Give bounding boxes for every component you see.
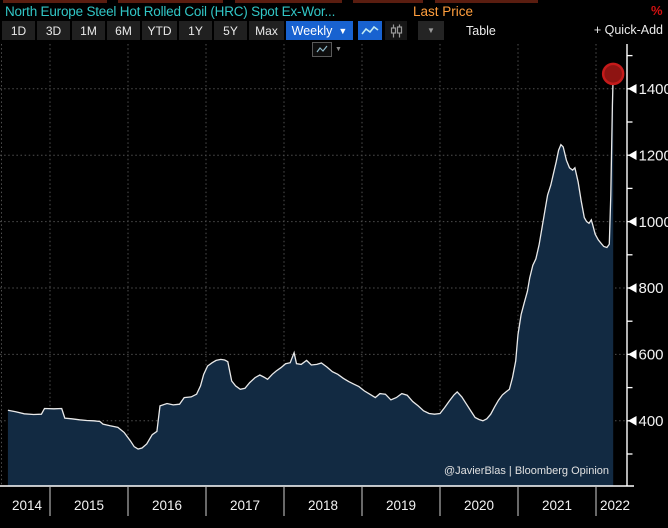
x-axis-label: 2019	[386, 498, 416, 513]
candlestick-type-button[interactable]	[385, 21, 407, 40]
chart-tool-button[interactable]	[312, 42, 332, 57]
window-tab-edge	[118, 0, 223, 3]
mini-line-chart-icon	[316, 45, 328, 53]
range-button-ytd[interactable]: YTD	[142, 21, 177, 40]
last-price-marker[interactable]	[601, 62, 625, 86]
x-axis-label: 2020	[464, 498, 494, 513]
chart-type-dropdown[interactable]: ▼	[418, 21, 444, 40]
y-axis-arrow-icon	[628, 283, 637, 293]
quick-add-button[interactable]: + Quick-Add	[593, 23, 663, 37]
price-line-series	[7, 73, 614, 450]
y-axis-label: 400	[639, 413, 664, 430]
percent-change-icon[interactable]: %	[651, 3, 663, 18]
x-axis-label: 2018	[308, 498, 338, 513]
x-axis-label: 2022	[600, 498, 630, 513]
table-button[interactable]: Table	[466, 23, 496, 38]
frequency-label: Weekly	[291, 23, 333, 38]
range-button-1y[interactable]: 1Y	[179, 21, 212, 40]
window-tab-edge	[435, 0, 538, 3]
y-axis-label: 800	[639, 280, 664, 297]
candlestick-icon	[390, 24, 402, 37]
chevron-down-icon: ▼	[427, 26, 435, 35]
line-chart-icon	[361, 25, 379, 35]
x-axis-label: 2016	[152, 498, 182, 513]
chevron-down-icon: ▼	[338, 25, 348, 36]
x-axis-label: 2017	[230, 498, 260, 513]
chart-title: North Europe Steel Hot Rolled Coil (HRC)…	[5, 4, 336, 19]
range-button-6m[interactable]: 6M	[107, 21, 140, 40]
y-axis-arrow-icon	[628, 349, 637, 360]
y-axis-label: 1000	[639, 214, 668, 231]
y-axis-arrow-icon	[628, 150, 637, 160]
x-axis-label: 2015	[74, 498, 104, 513]
y-axis-arrow-icon	[628, 416, 637, 426]
y-axis-label: 600	[639, 347, 664, 364]
price-area-series	[7, 73, 614, 487]
last-price-label: Last Price	[413, 4, 474, 19]
x-axis-label: 2014	[12, 498, 43, 513]
chart-tool-widget: ▼	[312, 42, 342, 57]
range-buttons: 1D 3D 1M 6M YTD 1Y 5Y Max	[2, 21, 286, 40]
window-tab-edge	[235, 0, 342, 3]
y-axis-label: 1200	[639, 147, 668, 164]
range-button-3d[interactable]: 3D	[37, 21, 70, 40]
range-button-1m[interactable]: 1M	[72, 21, 105, 40]
window-tab-edge	[353, 0, 423, 3]
y-axis-arrow-icon	[628, 84, 637, 94]
y-axis-arrow-icon	[628, 216, 637, 227]
line-chart-type-button[interactable]	[358, 21, 382, 40]
window-tab-edge	[3, 0, 107, 3]
x-axis-label: 2021	[542, 498, 572, 513]
attribution-text: @JavierBlas | Bloomberg Opinion	[444, 465, 609, 477]
toolbar: 1D 3D 1M 6M YTD 1Y 5Y Max Weekly ▼ ▼ Table	[2, 21, 504, 40]
frequency-dropdown[interactable]: Weekly ▼	[286, 21, 353, 40]
title-row: North Europe Steel Hot Rolled Coil (HRC)…	[0, 3, 668, 21]
range-button-5y[interactable]: 5Y	[214, 21, 247, 40]
y-axis-label: 1400	[639, 81, 668, 98]
chevron-down-icon[interactable]: ▼	[335, 46, 342, 53]
range-button-max[interactable]: Max	[249, 21, 284, 40]
range-button-1d[interactable]: 1D	[2, 21, 35, 40]
